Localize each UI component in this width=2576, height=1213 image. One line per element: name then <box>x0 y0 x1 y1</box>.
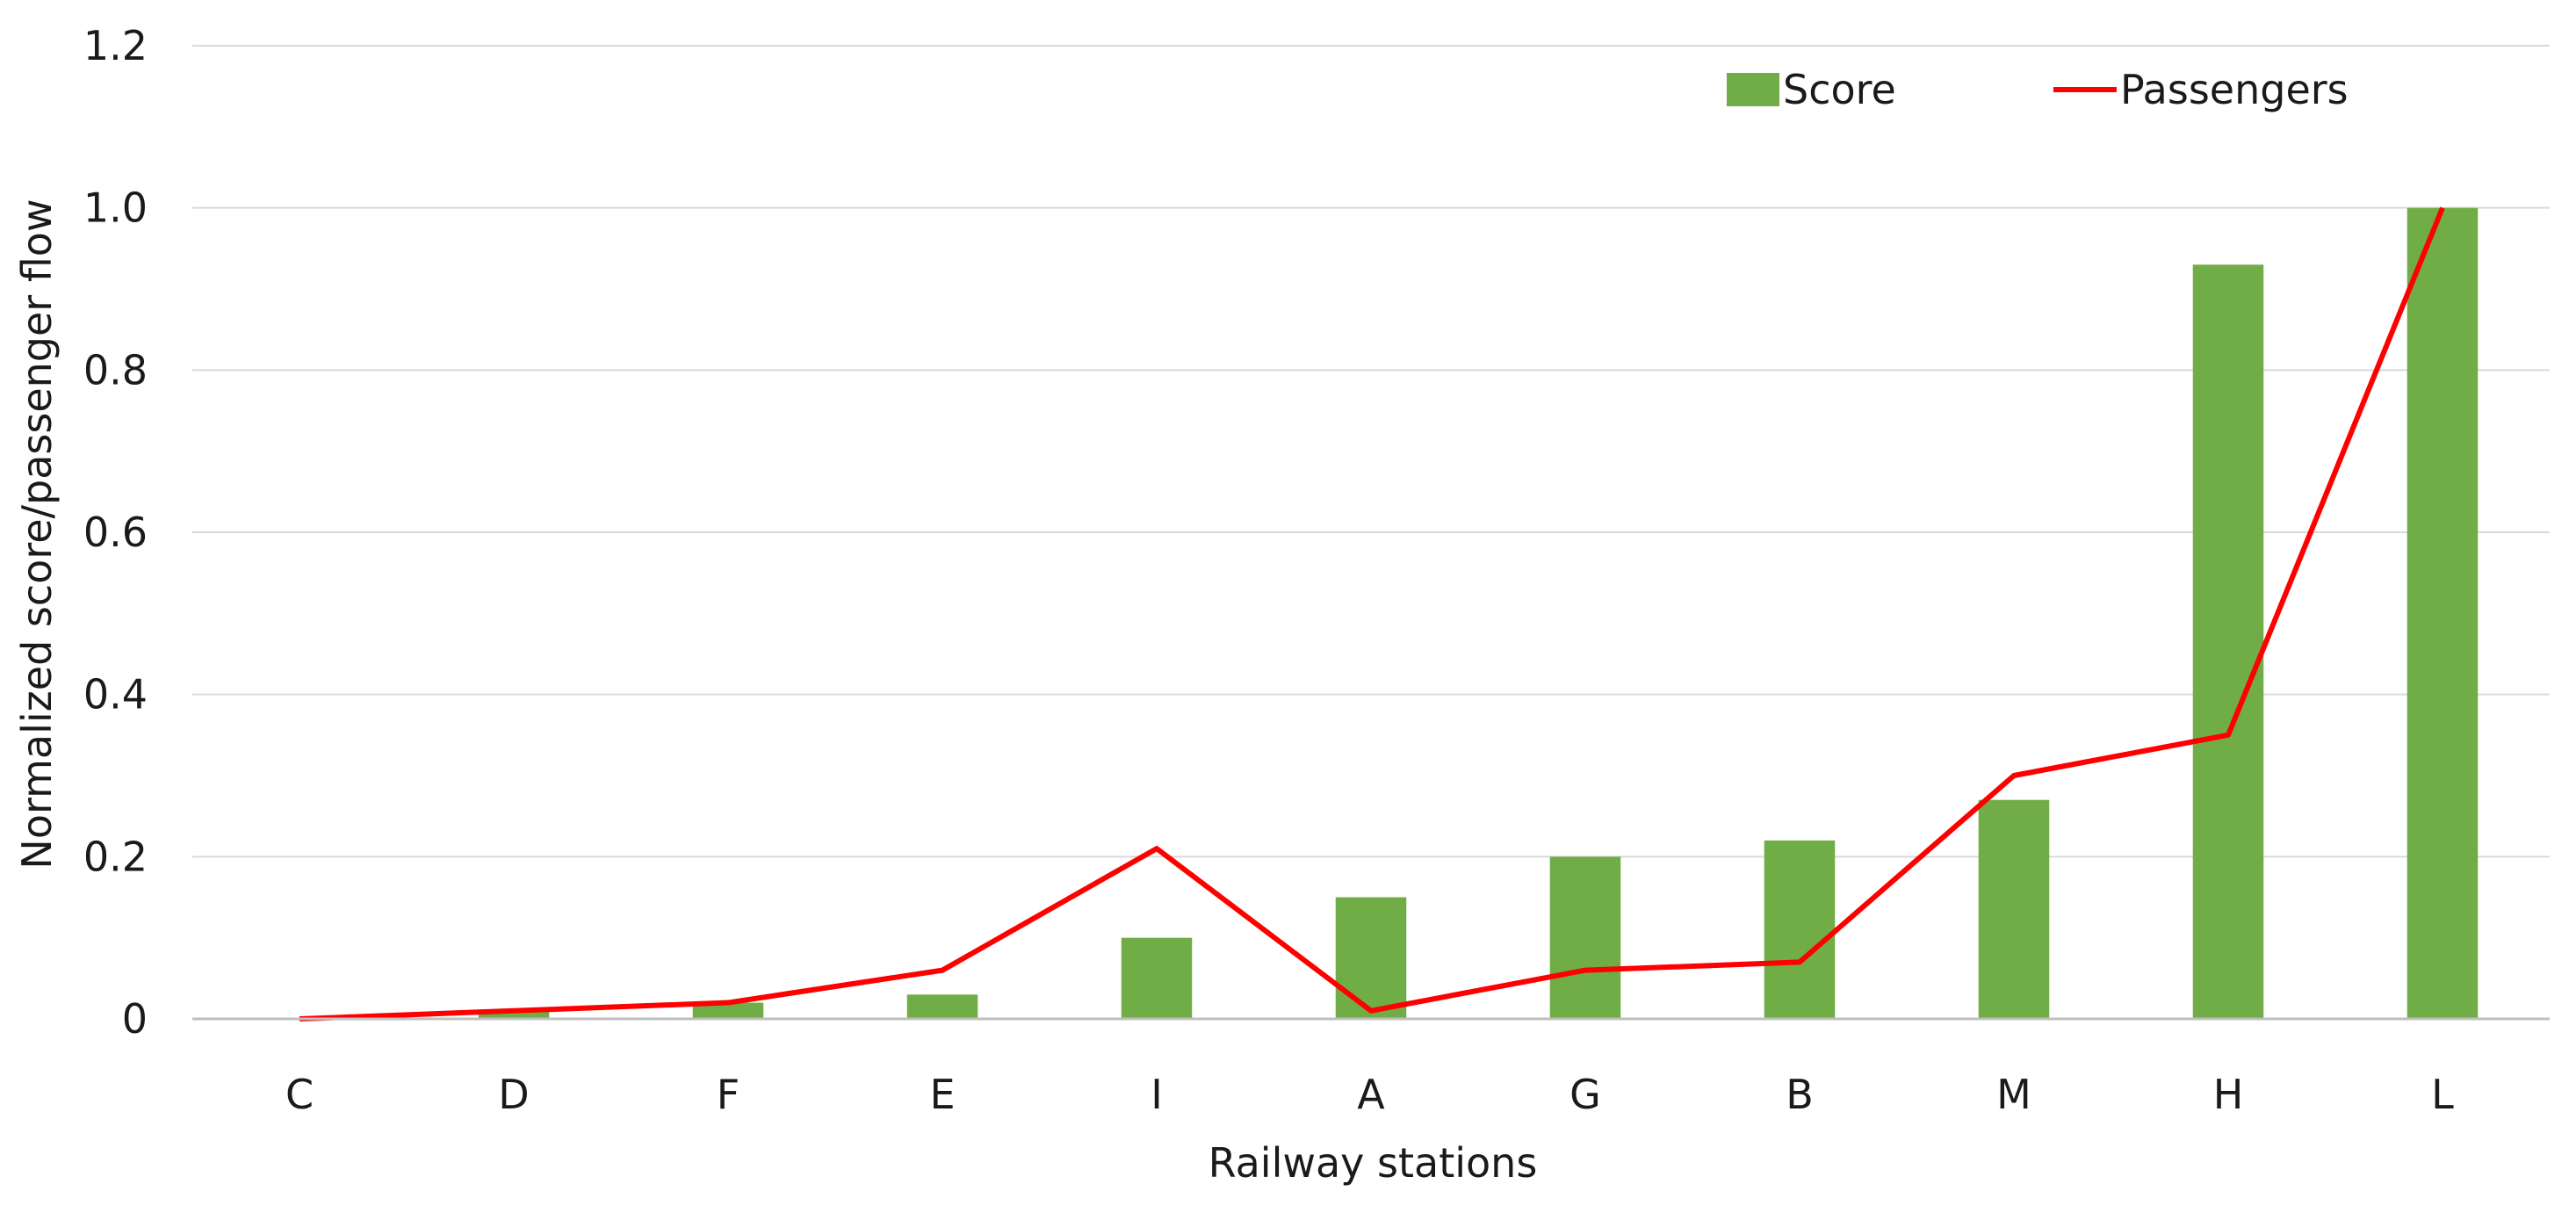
x-tick-label: F <box>717 1071 740 1118</box>
legend-score-swatch <box>1727 73 1779 106</box>
axes: 0 0.2 0.4 0.6 0.8 1.0 1.2 C D F E I A G B M H L <box>83 22 2550 1118</box>
y-axis-title: Normalized score/passenger flow <box>13 199 61 869</box>
score-bar <box>1549 856 1621 1019</box>
y-tick-label: 0.8 <box>83 346 148 394</box>
passengers-line <box>299 206 2445 1022</box>
x-tick-label: L <box>2431 1071 2454 1118</box>
y-tick-label: 0.6 <box>83 509 148 556</box>
score-bar <box>478 1010 550 1019</box>
x-tick-label: I <box>1151 1071 1163 1118</box>
score-bar <box>1121 937 1193 1019</box>
x-tick-label: A <box>1357 1071 1385 1118</box>
score-bar <box>2192 264 2264 1019</box>
x-tick-label: E <box>929 1071 955 1118</box>
y-tick-label: 1.2 <box>83 22 148 69</box>
score-bar <box>906 994 978 1019</box>
x-tick-label: B <box>1786 1071 1814 1118</box>
score-bar <box>2406 207 2479 1019</box>
y-tick-label: 1.0 <box>83 184 148 232</box>
legend: Score Passengers <box>1727 66 2349 113</box>
x-axis-title: Railway stations <box>1209 1139 1538 1187</box>
score-bar <box>1978 799 2050 1019</box>
legend-passengers-label: Passengers <box>2120 66 2349 113</box>
score-bar <box>692 1002 764 1019</box>
legend-score-label: Score <box>1783 66 1896 113</box>
score-bar <box>1335 897 1407 1019</box>
score-bars <box>478 207 2479 1019</box>
x-tick-label: H <box>2213 1071 2244 1118</box>
x-tick-label: D <box>498 1071 529 1118</box>
x-tick-label: G <box>1569 1071 1601 1118</box>
y-tick-label: 0.4 <box>83 671 148 718</box>
passengers-line-layer <box>299 206 2445 1022</box>
y-tick-label: 0 <box>122 995 148 1043</box>
y-tick-label: 0.2 <box>83 833 148 880</box>
score-bar <box>1764 840 1836 1019</box>
gridlines <box>192 45 2550 858</box>
x-tick-label: M <box>1996 1071 2031 1118</box>
x-tick-label: C <box>285 1071 314 1118</box>
